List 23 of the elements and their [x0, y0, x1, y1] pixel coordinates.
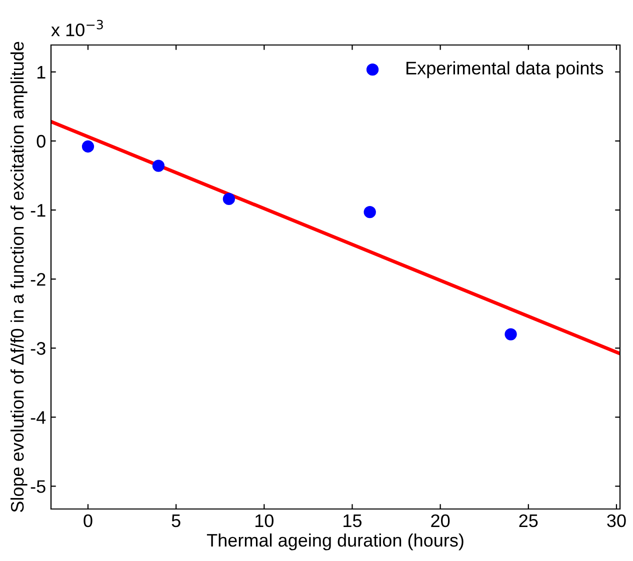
y-tick-label: -1 — [30, 204, 46, 217]
legend-label: Experimental data points — [406, 61, 604, 78]
point — [152, 160, 165, 172]
point — [222, 192, 235, 206]
y-tick-label: -5 — [30, 480, 46, 493]
x-tick-label: 30 — [607, 514, 626, 528]
y-axis-title: Slope evolution of Δf/f0 in a function of excitation amplitude — [10, 42, 28, 512]
x-axis-title: Thermal ageing duration (hours) — [206, 533, 464, 550]
y-tick-label: 1 — [37, 66, 46, 78]
point — [364, 206, 376, 218]
x-tick-label: 15 — [344, 514, 362, 528]
x-tick-label: 25 — [519, 514, 538, 528]
x-tick-label: 5 — [172, 514, 180, 528]
point — [82, 140, 94, 153]
x-tick-label: 20 — [431, 514, 450, 528]
x-tick-label: 0 — [84, 514, 92, 528]
y-tick-label: 0 — [36, 134, 46, 148]
y-tick-label: -2 — [30, 273, 46, 286]
point — [504, 328, 517, 340]
y-tick-label: -4 — [30, 411, 46, 424]
y-tick-label: -3 — [30, 342, 46, 355]
text: x 10$^{−3}$ — [51, 20, 103, 36]
x-tick-label: 10 — [255, 514, 274, 528]
